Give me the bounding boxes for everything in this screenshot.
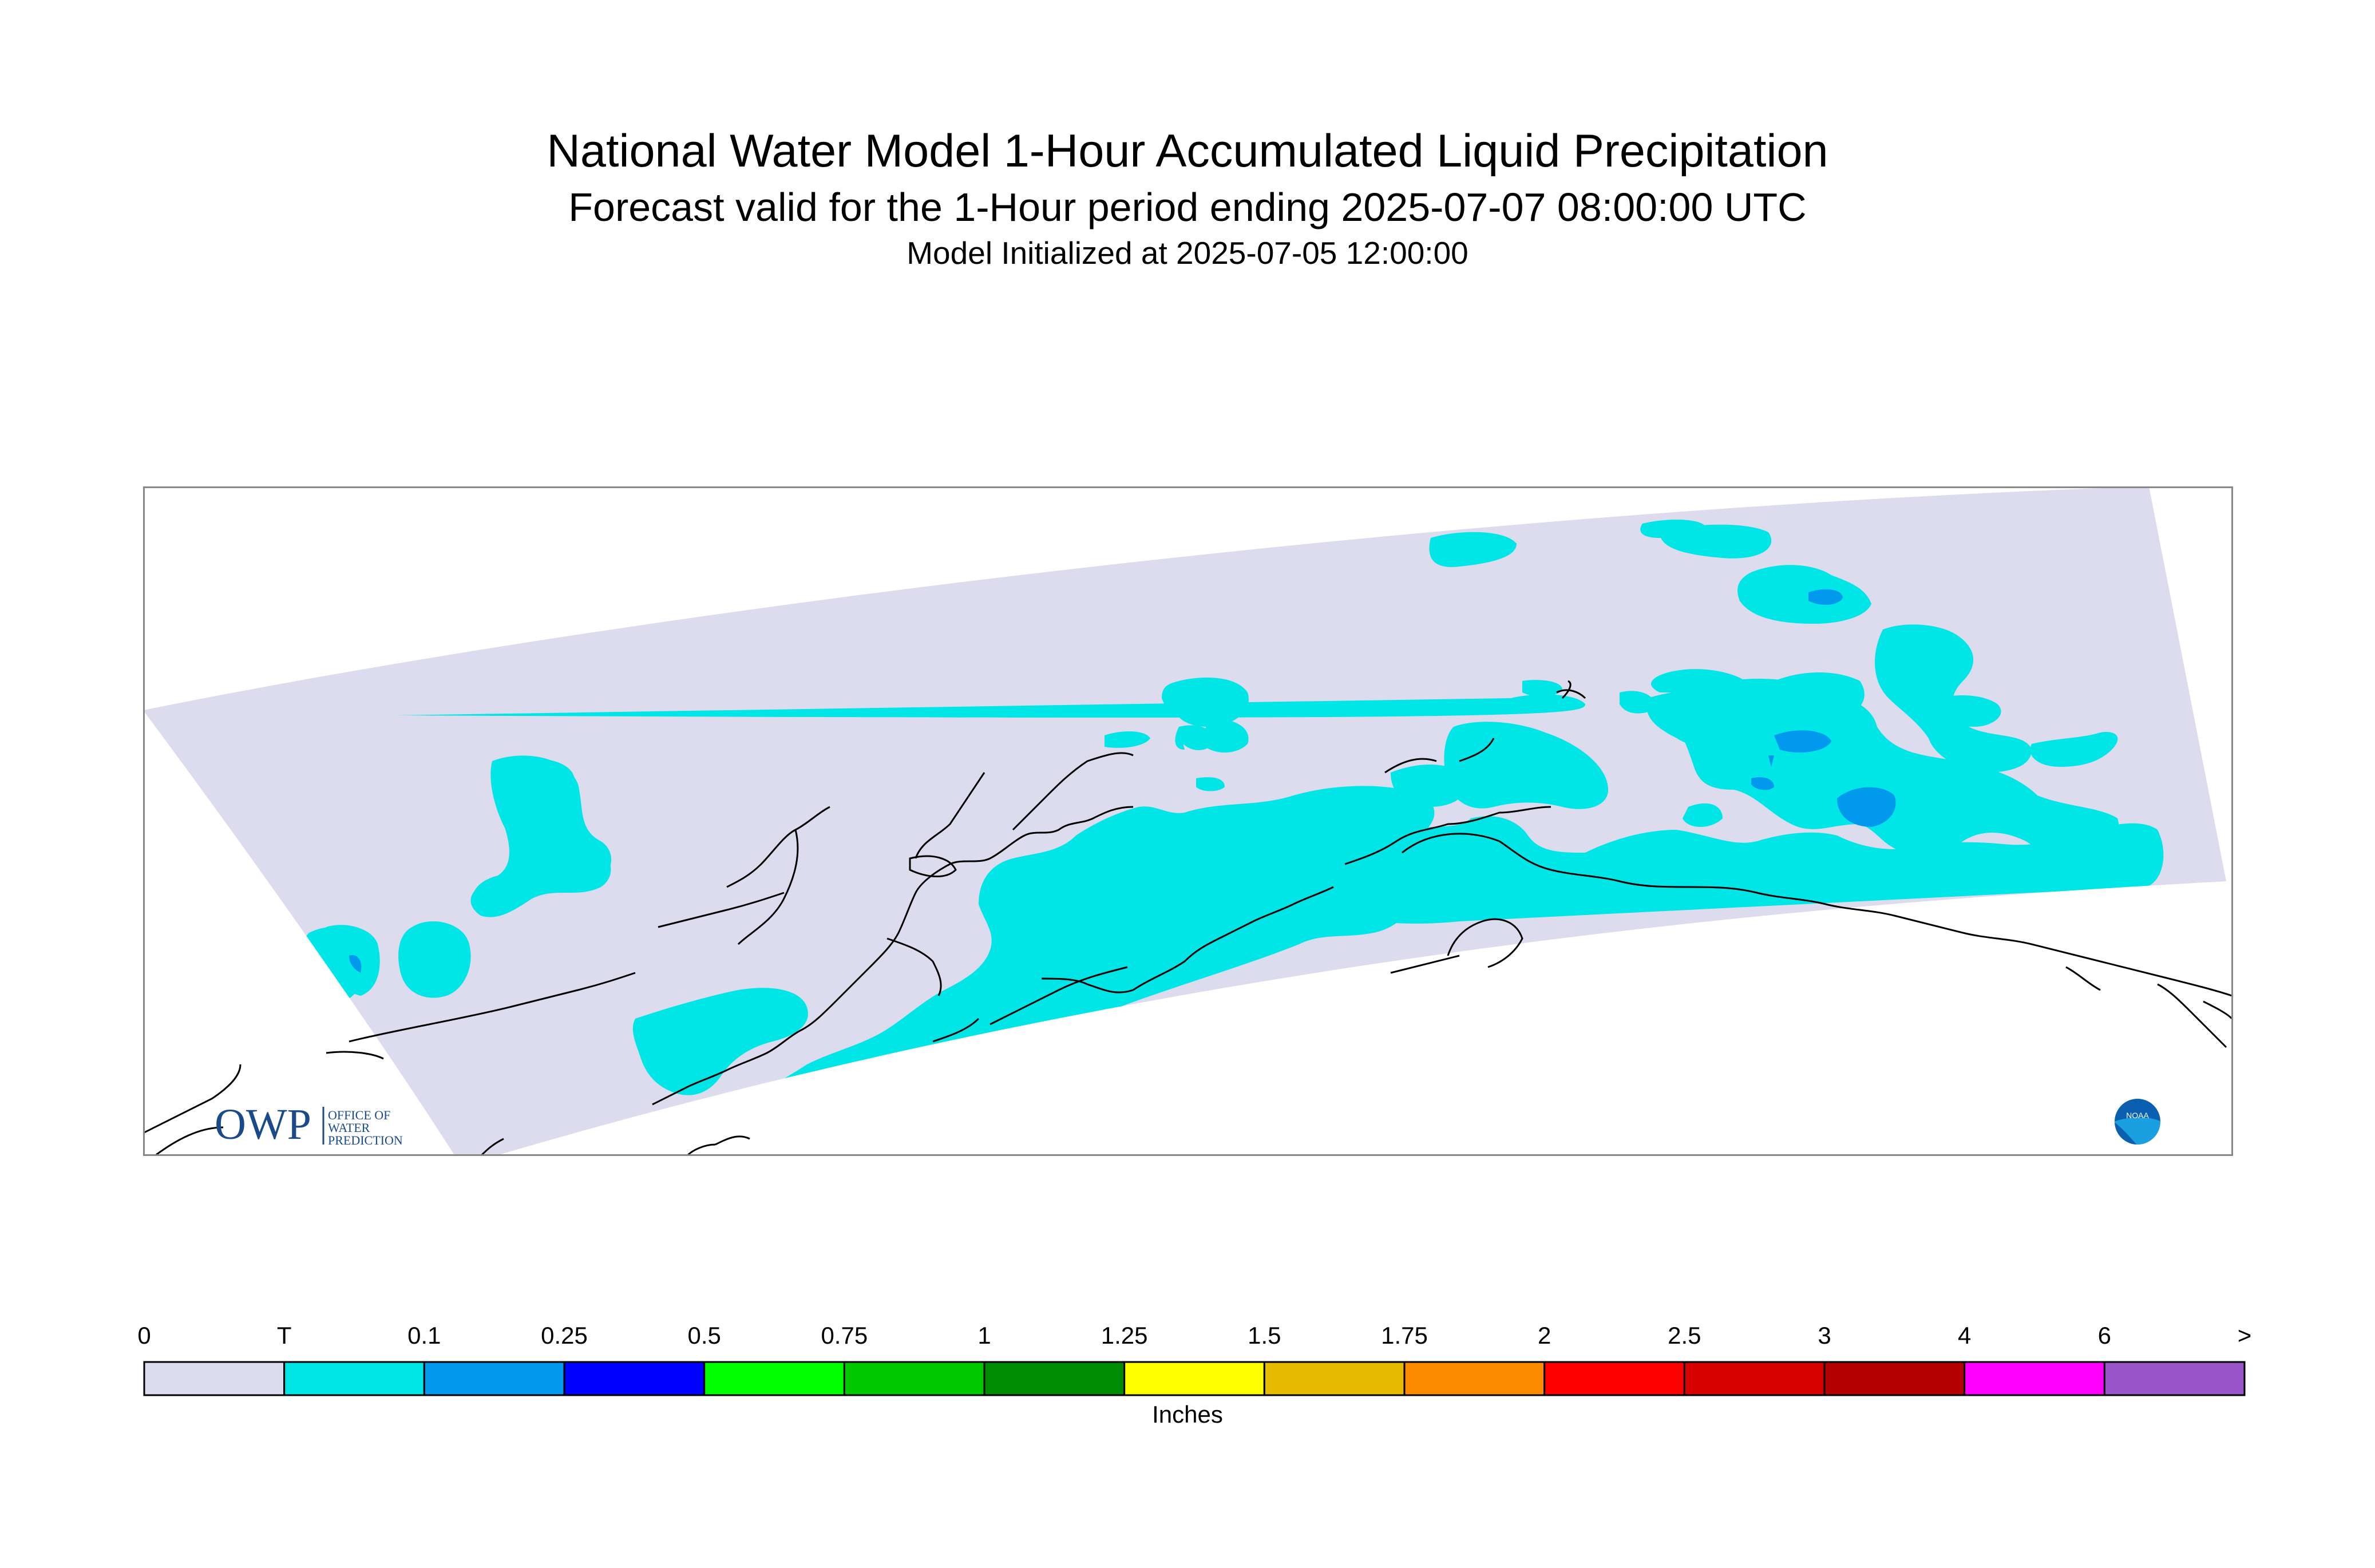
- legend-bin-6: [983, 1361, 1126, 1396]
- owp-line-2: WATER: [328, 1120, 370, 1135]
- legend-bin-4: [703, 1361, 845, 1396]
- map-title: National Water Model 1-Hour Accumulated …: [547, 125, 1828, 177]
- legend-tick-label: 0.25: [541, 1322, 588, 1349]
- legend-tick-label: 0.1: [407, 1322, 441, 1349]
- legend-tick-label: >: [2238, 1322, 2252, 1349]
- legend-tick-label: 4: [1958, 1322, 1971, 1349]
- legend-bin-14: [2103, 1361, 2246, 1396]
- legend-tick-label: 0.75: [821, 1322, 868, 1349]
- legend: 0 T 0.1 0.25 0.5 0.75 1 1.25 1.5 1.75 2 2.5 3 4 6 >: [137, 1322, 2251, 1396]
- legend-bin-3: [563, 1361, 706, 1396]
- legend-tick-label: 3: [1818, 1322, 1831, 1349]
- map-frame: [143, 486, 2233, 1156]
- legend-bin-12: [1823, 1361, 1966, 1396]
- legend-bin-11: [1683, 1361, 1826, 1396]
- legend-bin-7: [1123, 1361, 1265, 1396]
- legend-units: Inches: [1152, 1401, 1223, 1428]
- owp-line-1: OFFICE OF: [328, 1108, 390, 1122]
- legend-tick-label: 2.5: [1668, 1322, 1701, 1349]
- legend-bin-1: [283, 1361, 425, 1396]
- legend-bin-2: [423, 1361, 565, 1396]
- legend-tick-label: 1.5: [1248, 1322, 1281, 1349]
- legend-bin-8: [1263, 1361, 1406, 1396]
- legend-bin-5: [843, 1361, 985, 1396]
- legend-bin-10: [1543, 1361, 1685, 1396]
- map-subtitle: Forecast valid for the 1-Hour period end…: [568, 185, 1807, 229]
- legend-bin-13: [1964, 1361, 2105, 1396]
- legend-tick-label: 1: [977, 1322, 991, 1349]
- owp-mark: OWP: [215, 1100, 311, 1149]
- model-init-line: Model Initialized at 2025-07-05 12:00:00: [907, 235, 1468, 271]
- legend-color-bins: [143, 1361, 2246, 1396]
- noaa-logo: NOAA: [2112, 1096, 2163, 1147]
- owp-line-3: PREDICTION: [328, 1133, 403, 1147]
- legend-tick-label: 0: [137, 1322, 151, 1349]
- owp-logo: OWP OFFICE OF WATER PREDICTION: [215, 1100, 403, 1149]
- legend-tick-label: 6: [2098, 1322, 2111, 1349]
- legend-tick-label: 1.75: [1381, 1322, 1428, 1349]
- legend-bin-9: [1403, 1361, 1546, 1396]
- legend-bin-0: [143, 1361, 286, 1396]
- legend-tick-label: 2: [1538, 1322, 1551, 1349]
- precip-map: OWP OFFICE OF WATER PREDICTION NOAA: [143, 486, 2233, 1156]
- legend-tick-label: T: [277, 1322, 292, 1349]
- legend-tick-label: 0.5: [687, 1322, 721, 1349]
- legend-tick-label: 1.25: [1101, 1322, 1148, 1349]
- noaa-text: NOAA: [2126, 1111, 2149, 1120]
- legend-tick-labels: 0 T 0.1 0.25 0.5 0.75 1 1.25 1.5 1.75 2 2.5 3 4 6 >: [137, 1322, 2251, 1349]
